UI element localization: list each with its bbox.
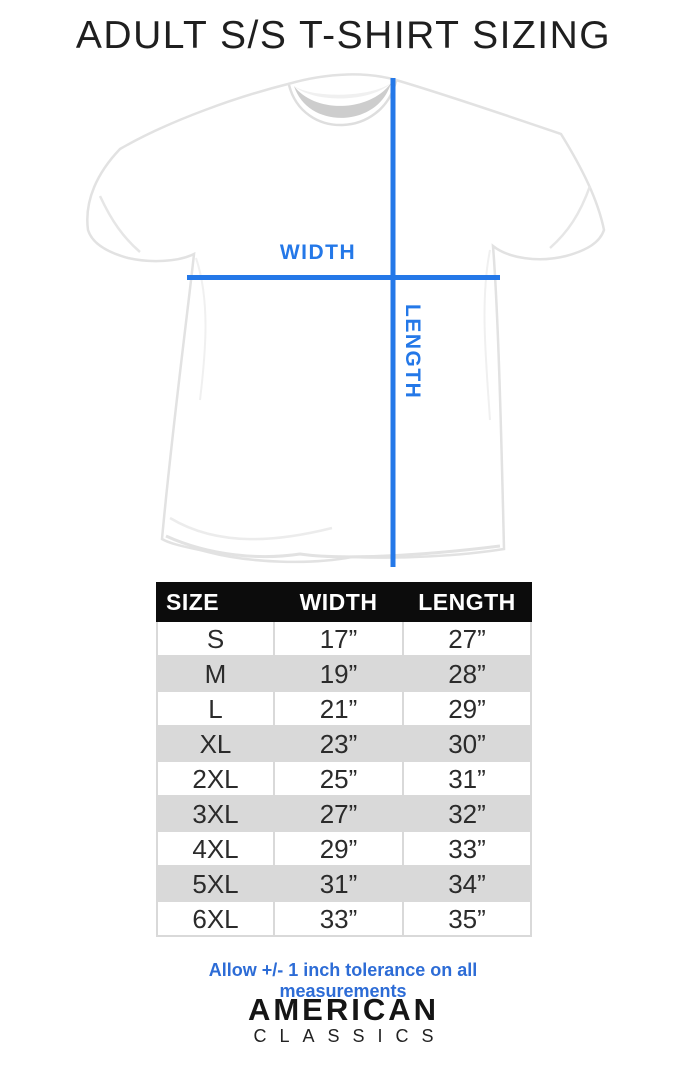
width-measure-label: WIDTH: [279, 241, 357, 264]
hem-fold: [169, 516, 333, 541]
brand-name-bottom: CLASSICS: [253, 1025, 447, 1046]
brand-logo: AMERICAN CLASSICS: [0, 992, 687, 1046]
left-underarm-wrinkle: [195, 257, 207, 401]
size-cell: 2XL: [156, 760, 275, 797]
width-column-header: WIDTH: [273, 582, 404, 622]
length-cell: 35”: [402, 900, 532, 937]
width-cell: 33”: [273, 900, 404, 937]
size-cell: 6XL: [156, 900, 275, 937]
length-cell: 28”: [402, 655, 532, 692]
collar-back-band: [294, 83, 391, 99]
left-cuff-fold: [98, 195, 141, 253]
length-cell: 33”: [402, 830, 532, 867]
length-cell: 31”: [402, 760, 532, 797]
page-title: ADULT S/S T-SHIRT SIZING: [75, 14, 612, 57]
length-cell: 27”: [402, 620, 532, 657]
width-cell: 31”: [273, 865, 404, 902]
right-underarm-wrinkle: [483, 249, 491, 421]
size-column-header: SIZE: [156, 582, 275, 622]
size-cell: 4XL: [156, 830, 275, 867]
tolerance-note: Allow +/- 1 inch tolerance on all measur…: [208, 960, 478, 1001]
length-cell: 29”: [402, 690, 532, 727]
width-cell: 25”: [273, 760, 404, 797]
size-table-header: SIZE WIDTH LENGTH: [156, 582, 532, 622]
size-cell: XL: [156, 725, 275, 762]
table-row: 2XL 25” 31”: [156, 760, 532, 797]
length-measure-label: LENGTH: [401, 304, 424, 400]
table-row: L 21” 29”: [156, 690, 532, 727]
hem-shadow: [165, 534, 501, 559]
collar-band-edge: [287, 80, 398, 127]
width-cell: 21”: [273, 690, 404, 727]
width-cell: 27”: [273, 795, 404, 832]
size-cell: 5XL: [156, 865, 275, 902]
size-cell: M: [156, 655, 275, 692]
size-table-body: S 17” 27” M 19” 28” L 21” 29” XL 23” 30” 2XL 25” 31” 3X…: [156, 620, 532, 937]
table-row: S 17” 27”: [156, 620, 532, 657]
collar-opening: [294, 83, 391, 118]
size-table: SIZE WIDTH LENGTH S 17” 27” M 19” 28” L 21” 29” X…: [156, 582, 532, 937]
tshirt-outline: [86, 73, 606, 564]
table-row: M 19” 28”: [156, 655, 532, 692]
size-cell: S: [156, 620, 275, 657]
length-column-header: LENGTH: [402, 582, 532, 622]
width-cell: 19”: [273, 655, 404, 692]
table-row: XL 23” 30”: [156, 725, 532, 762]
table-row: 4XL 29” 33”: [156, 830, 532, 867]
length-cell: 34”: [402, 865, 532, 902]
width-cell: 29”: [273, 830, 404, 867]
size-cell: 3XL: [156, 795, 275, 832]
length-measure-line: [390, 78, 396, 567]
width-cell: 17”: [273, 620, 404, 657]
brand-name-top: AMERICAN: [247, 992, 440, 1027]
table-row: 5XL 31” 34”: [156, 865, 532, 902]
table-row: 6XL 33” 35”: [156, 900, 532, 937]
width-measure-line: [187, 275, 500, 280]
length-cell: 30”: [402, 725, 532, 762]
width-cell: 23”: [273, 725, 404, 762]
table-row: 3XL 27” 32”: [156, 795, 532, 832]
length-cell: 32”: [402, 795, 532, 832]
right-cuff-fold: [549, 185, 592, 249]
size-cell: L: [156, 690, 275, 727]
